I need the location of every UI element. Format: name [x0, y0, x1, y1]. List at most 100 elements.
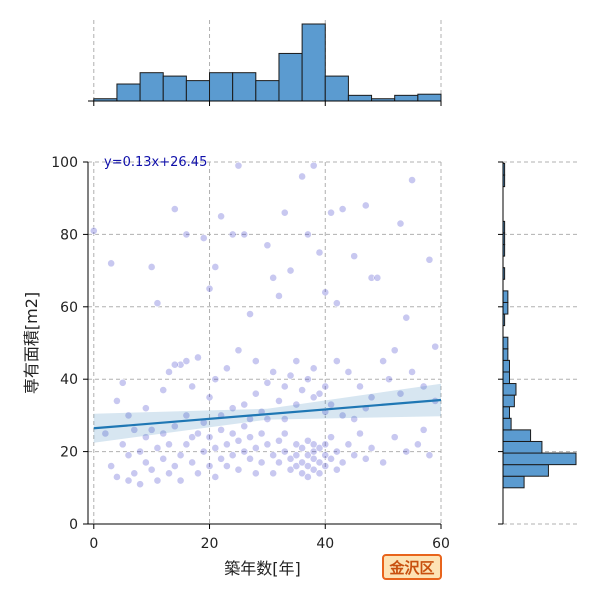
scatter-point: [240, 422, 249, 431]
scatter-point: [327, 208, 335, 217]
scatter-point: [356, 429, 364, 438]
scatter-point: [315, 458, 324, 467]
scatter-point: [344, 440, 353, 449]
scatter-point: [130, 425, 139, 434]
top-hist-bar: [278, 52, 303, 102]
scatter-point: [332, 357, 341, 365]
scatter-point: [298, 386, 307, 394]
right-hist-bar: [502, 336, 509, 350]
scatter-point: [402, 313, 411, 322]
scatter-point: [188, 382, 197, 391]
scatter-point: [165, 440, 173, 449]
top-hist-bar: [301, 23, 326, 102]
scatter-point: [321, 440, 330, 449]
scatter-point: [251, 389, 260, 398]
scatter-point: [211, 473, 220, 481]
scatter-point: [159, 386, 168, 394]
x-axis-title: 築年数[年]: [224, 559, 301, 578]
top-hist-bar: [232, 72, 257, 102]
scatter-point: [396, 219, 405, 228]
regression-equation: y=0.13x+26.45: [104, 155, 207, 170]
scatter-point: [147, 465, 156, 474]
scatter-point: [269, 273, 278, 282]
scatter-point: [136, 447, 144, 456]
scatter-point: [124, 451, 133, 460]
scatter-point: [182, 230, 191, 239]
scatter-point: [286, 454, 295, 463]
right-hist-bar: [502, 452, 577, 466]
scatter-point: [373, 273, 382, 282]
scatter-point: [205, 284, 214, 293]
scatter-point: [350, 252, 359, 261]
y-tick-label: 100: [51, 155, 78, 171]
scatter-point: [321, 288, 330, 297]
scatter-point: [263, 440, 272, 449]
scatter-point: [228, 451, 237, 460]
scatter-point: [379, 357, 388, 365]
scatter-point: [327, 433, 335, 442]
scatter-point: [234, 465, 243, 474]
scatter-point: [130, 469, 139, 478]
scatter-point: [275, 397, 283, 405]
scatter-point: [298, 458, 307, 467]
top-hist-bar: [394, 94, 419, 102]
right-histogram: [498, 161, 580, 525]
scatter-point: [315, 444, 324, 452]
right-hist-bar: [502, 383, 517, 396]
scatter-point: [286, 266, 295, 275]
scatter-point: [304, 436, 312, 445]
scatter-point: [182, 357, 191, 365]
scatter-point: [390, 433, 399, 442]
scatter-point: [292, 400, 301, 409]
scatter-point: [286, 465, 295, 474]
scatter-point: [124, 476, 133, 485]
scatter-point: [431, 342, 440, 351]
right-hist-bar: [502, 394, 515, 408]
scatter-point: [292, 440, 301, 449]
scatter-point: [275, 292, 283, 300]
scatter-point: [419, 425, 428, 434]
scatter-point: [292, 357, 301, 365]
scatter-point: [408, 368, 416, 376]
scatter-point: [315, 248, 324, 257]
scatter-point: [304, 451, 312, 460]
scatter-point: [309, 161, 318, 170]
scatter-point: [304, 462, 312, 470]
scatter-point: [413, 440, 422, 449]
scatter-point: [350, 415, 359, 423]
top-hist-bar: [139, 72, 164, 102]
scatter-point: [367, 444, 376, 452]
scatter-point: [205, 462, 214, 470]
scatter-point: [280, 415, 289, 423]
scatter-point: [159, 454, 168, 463]
y-tick-label: 0: [69, 517, 78, 533]
top-hist-bar: [209, 72, 234, 102]
scatter-point: [194, 429, 202, 438]
x-tick-label: 20: [201, 536, 219, 552]
scatter-point: [263, 241, 272, 250]
scatter-point: [234, 161, 243, 170]
scatter-point: [332, 299, 341, 308]
scatter-point: [280, 382, 289, 391]
scatter-point: [153, 476, 162, 485]
right-hist-bar: [502, 290, 509, 303]
scatter-point: [263, 415, 272, 423]
scatter-point: [379, 458, 388, 467]
scatter-point: [367, 273, 376, 282]
scatter-point: [350, 451, 359, 460]
scatter-point: [408, 176, 416, 184]
scatter-point: [188, 433, 197, 442]
right-hist-bar: [502, 359, 510, 373]
scatter-point: [275, 436, 283, 445]
scatter-point: [228, 429, 237, 438]
scatter-point: [205, 393, 214, 402]
scatter-point: [217, 454, 225, 463]
scatter-point: [211, 375, 220, 384]
scatter-point: [338, 205, 347, 213]
scatter-point: [234, 346, 243, 355]
scatter-point: [304, 473, 312, 481]
scatter-point: [222, 462, 231, 470]
scatter-point: [309, 465, 318, 474]
scatter-point: [107, 259, 116, 268]
